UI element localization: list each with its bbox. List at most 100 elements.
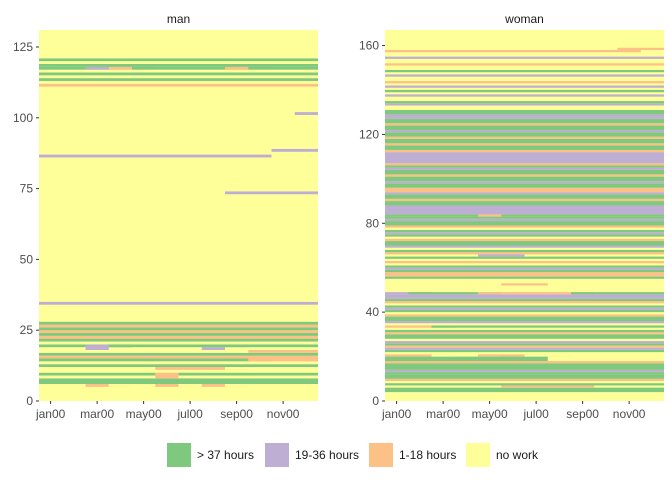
- heatmap-cell: [39, 386, 318, 401]
- heatmap-cell: [385, 163, 664, 166]
- heatmap-cell: [385, 369, 664, 373]
- heatmap-cell: [385, 363, 664, 370]
- heatmap-cell: [39, 330, 318, 334]
- panel-woman: woman 0 40 80 120 160 jan00 mar00 may00 jul00 se…: [359, 8, 664, 421]
- heatmap-cell: [39, 347, 109, 351]
- x-tick-label: jul00: [176, 407, 203, 421]
- heatmap-cell: [39, 78, 318, 81]
- y-tick-label: 100: [13, 111, 33, 125]
- x-tick-label: nov00: [267, 407, 300, 421]
- heatmap-cell: [39, 344, 109, 348]
- heatmap-cell: [385, 132, 664, 137]
- strip-woman: [385, 8, 664, 30]
- heatmap-cell: [385, 63, 664, 66]
- x-axis-man: jan00 mar00 may00 jul00 sep00 nov00: [35, 401, 300, 421]
- legend-key-low: [369, 443, 393, 467]
- heatmap-cell: [39, 338, 318, 342]
- heatmap-cell: [39, 75, 318, 79]
- heatmap-cell: [385, 167, 664, 170]
- heatmap-cell: [155, 367, 249, 370]
- heatmap-cell: [385, 149, 664, 153]
- heatmap-cell: [39, 355, 318, 359]
- heatmap-cell: [39, 69, 318, 73]
- y-tick-label: 0: [372, 394, 379, 408]
- heatmap-cell: [385, 69, 664, 73]
- heatmap-cell: [385, 123, 664, 126]
- y-tick-label: 0: [26, 394, 33, 408]
- heatmap-cell: [385, 176, 664, 182]
- heatmap-cell: [478, 354, 548, 357]
- legend-item-none: no work: [466, 443, 539, 467]
- heatmap-cell: [385, 145, 664, 150]
- heatmap-cell: [39, 185, 272, 189]
- legend-key-part: [265, 443, 289, 467]
- heatmap-cell: [385, 252, 664, 255]
- legend-label-none: no work: [496, 448, 539, 462]
- heatmap-cell: [385, 169, 664, 175]
- y-tick-label: 160: [359, 39, 379, 53]
- x-tick-label: may00: [472, 407, 508, 421]
- heatmap-cell: [385, 229, 664, 233]
- heatmap-cell: [385, 81, 664, 84]
- heatmap-cell: [271, 148, 318, 152]
- heatmap-cell: [385, 374, 664, 379]
- heatmap-cell: [385, 241, 664, 246]
- heatmap-cell: [39, 191, 249, 195]
- y-axis-woman: 0 40 80 120 160: [359, 39, 385, 408]
- heatmap-cell: [385, 201, 664, 206]
- heatmap-cell: [385, 272, 664, 277]
- heatmap-cell: [385, 343, 664, 346]
- heatmap-cells-man: [39, 30, 318, 401]
- heatmap-cell: [385, 341, 664, 344]
- heatmap-cell: [385, 256, 664, 259]
- heatmap-cell: [39, 372, 179, 376]
- heatmap-cell: [39, 301, 318, 305]
- legend-key-none: [466, 443, 490, 467]
- heatmap-cell: [385, 136, 664, 139]
- heatmap-cell: [385, 221, 664, 226]
- x-tick-label: may00: [126, 407, 162, 421]
- heatmap-cell: [547, 356, 664, 362]
- x-tick-label: sep00: [220, 407, 253, 421]
- heatmap-cell: [478, 254, 525, 257]
- heatmap-cell: [39, 384, 109, 387]
- heatmap-cell: [385, 261, 664, 264]
- panel-man: man 0 25 50 75 100 125 jan00 mar00 may00 jul00 se…: [13, 8, 318, 421]
- heatmap-cell: [385, 49, 641, 53]
- heatmap-cell: [385, 361, 664, 364]
- heatmap-cell: [39, 66, 109, 70]
- heatmap-cell: [39, 72, 318, 76]
- heatmap-cell: [385, 216, 664, 219]
- heatmap-cell: [385, 349, 664, 353]
- heatmap-cell: [385, 249, 664, 253]
- panel-title-woman: woman: [504, 12, 544, 26]
- heatmap-cell: [385, 378, 664, 381]
- heatmap-cell: [385, 232, 664, 235]
- y-tick-label: 120: [359, 127, 379, 141]
- heatmap-cell: [39, 327, 318, 331]
- panel-title-man: man: [167, 12, 190, 26]
- heatmap-cell: [385, 383, 664, 386]
- heatmap-cell: [385, 265, 664, 268]
- x-tick-label: nov00: [613, 407, 646, 421]
- heatmap-cell: [248, 358, 318, 362]
- legend-label-full: > 37 hours: [197, 448, 254, 462]
- heatmap-cell: [294, 112, 318, 115]
- heatmap-cell: [385, 245, 664, 248]
- heatmap-cell: [385, 325, 455, 328]
- heatmap-cell: [39, 80, 318, 84]
- heatmap-cell: [478, 292, 595, 295]
- heatmap-cell: [225, 191, 318, 195]
- heatmap-cell: [385, 287, 664, 290]
- heatmap-cell: [225, 384, 318, 387]
- y-tick-label: 75: [20, 182, 34, 196]
- legend-item-full: > 37 hours: [167, 443, 254, 467]
- x-tick-label: jul00: [522, 407, 549, 421]
- heatmap-cell: [108, 347, 225, 351]
- heatmap-cell: [178, 375, 318, 379]
- heatmap-cell: [408, 292, 502, 295]
- heatmap-cell: [385, 174, 664, 177]
- y-tick-label: 50: [20, 252, 34, 266]
- heatmap-cell: [385, 125, 664, 130]
- heatmap-cell: [385, 56, 664, 59]
